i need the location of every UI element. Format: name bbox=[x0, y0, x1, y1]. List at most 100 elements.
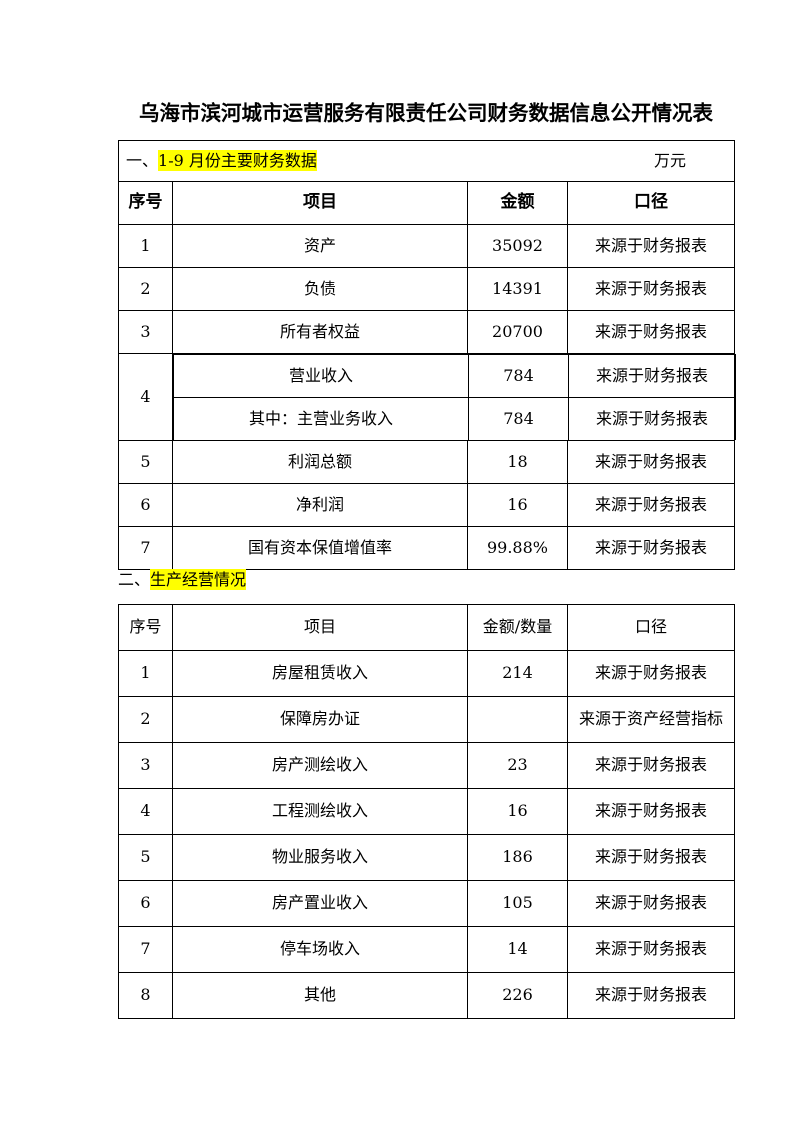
cell-seq: 4 bbox=[118, 788, 173, 835]
cell-item: 其中：主营业务收入 bbox=[173, 397, 469, 440]
cell-item: 国有资本保值增值率 bbox=[172, 526, 468, 570]
column-header-source: 口径 bbox=[567, 181, 735, 225]
cell-seq: 8 bbox=[118, 972, 173, 1019]
section-two-caption-highlight: 生产经营情况 bbox=[150, 569, 247, 590]
cell-seq: 6 bbox=[118, 483, 173, 527]
table-row: 1 房屋租赁收入 214 来源于财务报表 bbox=[118, 650, 735, 697]
section-one-caption-row: 一、1-9 月份主要财务数据 万元 bbox=[118, 140, 735, 182]
cell-seq: 7 bbox=[118, 526, 173, 570]
cell-item: 房产置业收入 bbox=[172, 880, 468, 927]
main-financial-table: 一、1-9 月份主要财务数据 万元 序号 项目 金额 口径 1 资产 35092… bbox=[118, 140, 736, 570]
merged-subrows-container: 营业收入 784 来源于财务报表 其中：主营业务收入 784 来源于财务报表 bbox=[172, 353, 736, 441]
cell-source: 来源于财务报表 bbox=[567, 880, 735, 927]
table-row: 2 负债 14391 来源于财务报表 bbox=[118, 267, 735, 311]
table-row: 5 利润总额 18 来源于财务报表 bbox=[118, 440, 735, 484]
cell-seq: 1 bbox=[118, 224, 173, 268]
cell-item: 资产 bbox=[172, 224, 468, 268]
cell-item: 停车场收入 bbox=[172, 926, 468, 973]
table-row: 3 所有者权益 20700 来源于财务报表 bbox=[118, 310, 735, 354]
cell-seq: 3 bbox=[118, 310, 173, 354]
cell-seq: 2 bbox=[118, 267, 173, 311]
cell-source: 来源于财务报表 bbox=[567, 526, 735, 570]
cell-source: 来源于财务报表 bbox=[567, 267, 735, 311]
cell-seq: 1 bbox=[118, 650, 173, 697]
cell-item: 其他 bbox=[172, 972, 468, 1019]
cell-amount: 18 bbox=[467, 440, 568, 484]
cell-seq: 6 bbox=[118, 880, 173, 927]
cell-amount bbox=[467, 696, 568, 743]
cell-amount: 20700 bbox=[467, 310, 568, 354]
column-header-item: 项目 bbox=[172, 604, 468, 651]
cell-item: 利润总额 bbox=[172, 440, 468, 484]
sub-row: 其中：主营业务收入 784 来源于财务报表 bbox=[173, 397, 736, 440]
cell-seq: 2 bbox=[118, 696, 173, 743]
cell-source: 来源于资产经营指标 bbox=[567, 696, 735, 743]
cell-seq: 7 bbox=[118, 926, 173, 973]
table-row: 7 国有资本保值增值率 99.88% 来源于财务报表 bbox=[118, 526, 735, 570]
cell-amount: 99.88% bbox=[467, 526, 568, 570]
cell-seq: 5 bbox=[118, 440, 173, 484]
cell-amount: 214 bbox=[467, 650, 568, 697]
cell-amount: 14391 bbox=[467, 267, 568, 311]
cell-source: 来源于财务报表 bbox=[567, 224, 735, 268]
cell-seq-merged: 4 bbox=[118, 353, 173, 441]
cell-source: 来源于财务报表 bbox=[567, 972, 735, 1019]
cell-seq: 3 bbox=[118, 742, 173, 789]
cell-item: 房产测绘收入 bbox=[172, 742, 468, 789]
cell-item: 物业服务收入 bbox=[172, 834, 468, 881]
cell-amount: 784 bbox=[468, 354, 569, 398]
cell-amount: 23 bbox=[467, 742, 568, 789]
cell-amount: 784 bbox=[468, 397, 569, 440]
cell-source: 来源于财务报表 bbox=[568, 397, 736, 440]
table-row: 6 房产置业收入 105 来源于财务报表 bbox=[118, 880, 735, 927]
operations-table: 序号 项目 金额/数量 口径 1 房屋租赁收入 214 来源于财务报表 2 保障… bbox=[118, 604, 735, 1019]
cell-source: 来源于财务报表 bbox=[567, 483, 735, 527]
cell-source: 来源于财务报表 bbox=[567, 310, 735, 354]
cell-item: 净利润 bbox=[172, 483, 468, 527]
sub-row: 营业收入 784 来源于财务报表 bbox=[173, 354, 736, 398]
table-row: 2 保障房办证 来源于资产经营指标 bbox=[118, 696, 735, 743]
cell-seq: 5 bbox=[118, 834, 173, 881]
column-header-seq: 序号 bbox=[118, 181, 173, 225]
page-title: 乌海市滨河城市运营服务有限责任公司财务数据信息公开情况表 bbox=[139, 101, 713, 125]
column-header-seq: 序号 bbox=[118, 604, 173, 651]
cell-amount: 35092 bbox=[467, 224, 568, 268]
cell-source: 来源于财务报表 bbox=[567, 742, 735, 789]
table-row: 4 工程测绘收入 16 来源于财务报表 bbox=[118, 788, 735, 835]
cell-item: 负债 bbox=[172, 267, 468, 311]
section-two-caption: 二、生产经营情况 bbox=[118, 568, 247, 592]
column-header-amount: 金额 bbox=[467, 181, 568, 225]
table-row: 8 其他 226 来源于财务报表 bbox=[118, 972, 735, 1019]
table-header-row: 序号 项目 金额/数量 口径 bbox=[118, 604, 735, 651]
cell-amount: 16 bbox=[467, 788, 568, 835]
section-one-caption-highlight: 1-9 月份主要财务数据 bbox=[158, 149, 317, 171]
cell-item: 工程测绘收入 bbox=[172, 788, 468, 835]
cell-amount: 14 bbox=[467, 926, 568, 973]
section-one-prefix: 一、 bbox=[126, 150, 159, 170]
table-header-row: 序号 项目 金额 口径 bbox=[118, 181, 735, 225]
cell-source: 来源于财务报表 bbox=[567, 650, 735, 697]
section-two-prefix: 二、 bbox=[118, 570, 151, 589]
column-header-source: 口径 bbox=[567, 604, 735, 651]
cell-source: 来源于财务报表 bbox=[567, 926, 735, 973]
cell-item: 所有者权益 bbox=[172, 310, 468, 354]
table-row: 1 资产 35092 来源于财务报表 bbox=[118, 224, 735, 268]
cell-source: 来源于财务报表 bbox=[567, 834, 735, 881]
column-header-item: 项目 bbox=[172, 181, 468, 225]
unit-label: 万元 bbox=[653, 150, 686, 170]
table-row: 5 物业服务收入 186 来源于财务报表 bbox=[118, 834, 735, 881]
cell-item: 保障房办证 bbox=[172, 696, 468, 743]
cell-item: 房屋租赁收入 bbox=[172, 650, 468, 697]
cell-source: 来源于财务报表 bbox=[568, 354, 736, 398]
cell-source: 来源于财务报表 bbox=[567, 440, 735, 484]
cell-item: 营业收入 bbox=[173, 354, 469, 398]
section-one-caption-cell: 一、1-9 月份主要财务数据 万元 bbox=[118, 140, 735, 182]
table-row: 7 停车场收入 14 来源于财务报表 bbox=[118, 926, 735, 973]
table-row-merged: 4 营业收入 784 来源于财务报表 bbox=[118, 353, 736, 441]
cell-amount: 226 bbox=[467, 972, 568, 1019]
cell-source: 来源于财务报表 bbox=[567, 788, 735, 835]
cell-amount: 16 bbox=[467, 483, 568, 527]
table-row: 6 净利润 16 来源于财务报表 bbox=[118, 483, 735, 527]
cell-amount: 105 bbox=[467, 880, 568, 927]
